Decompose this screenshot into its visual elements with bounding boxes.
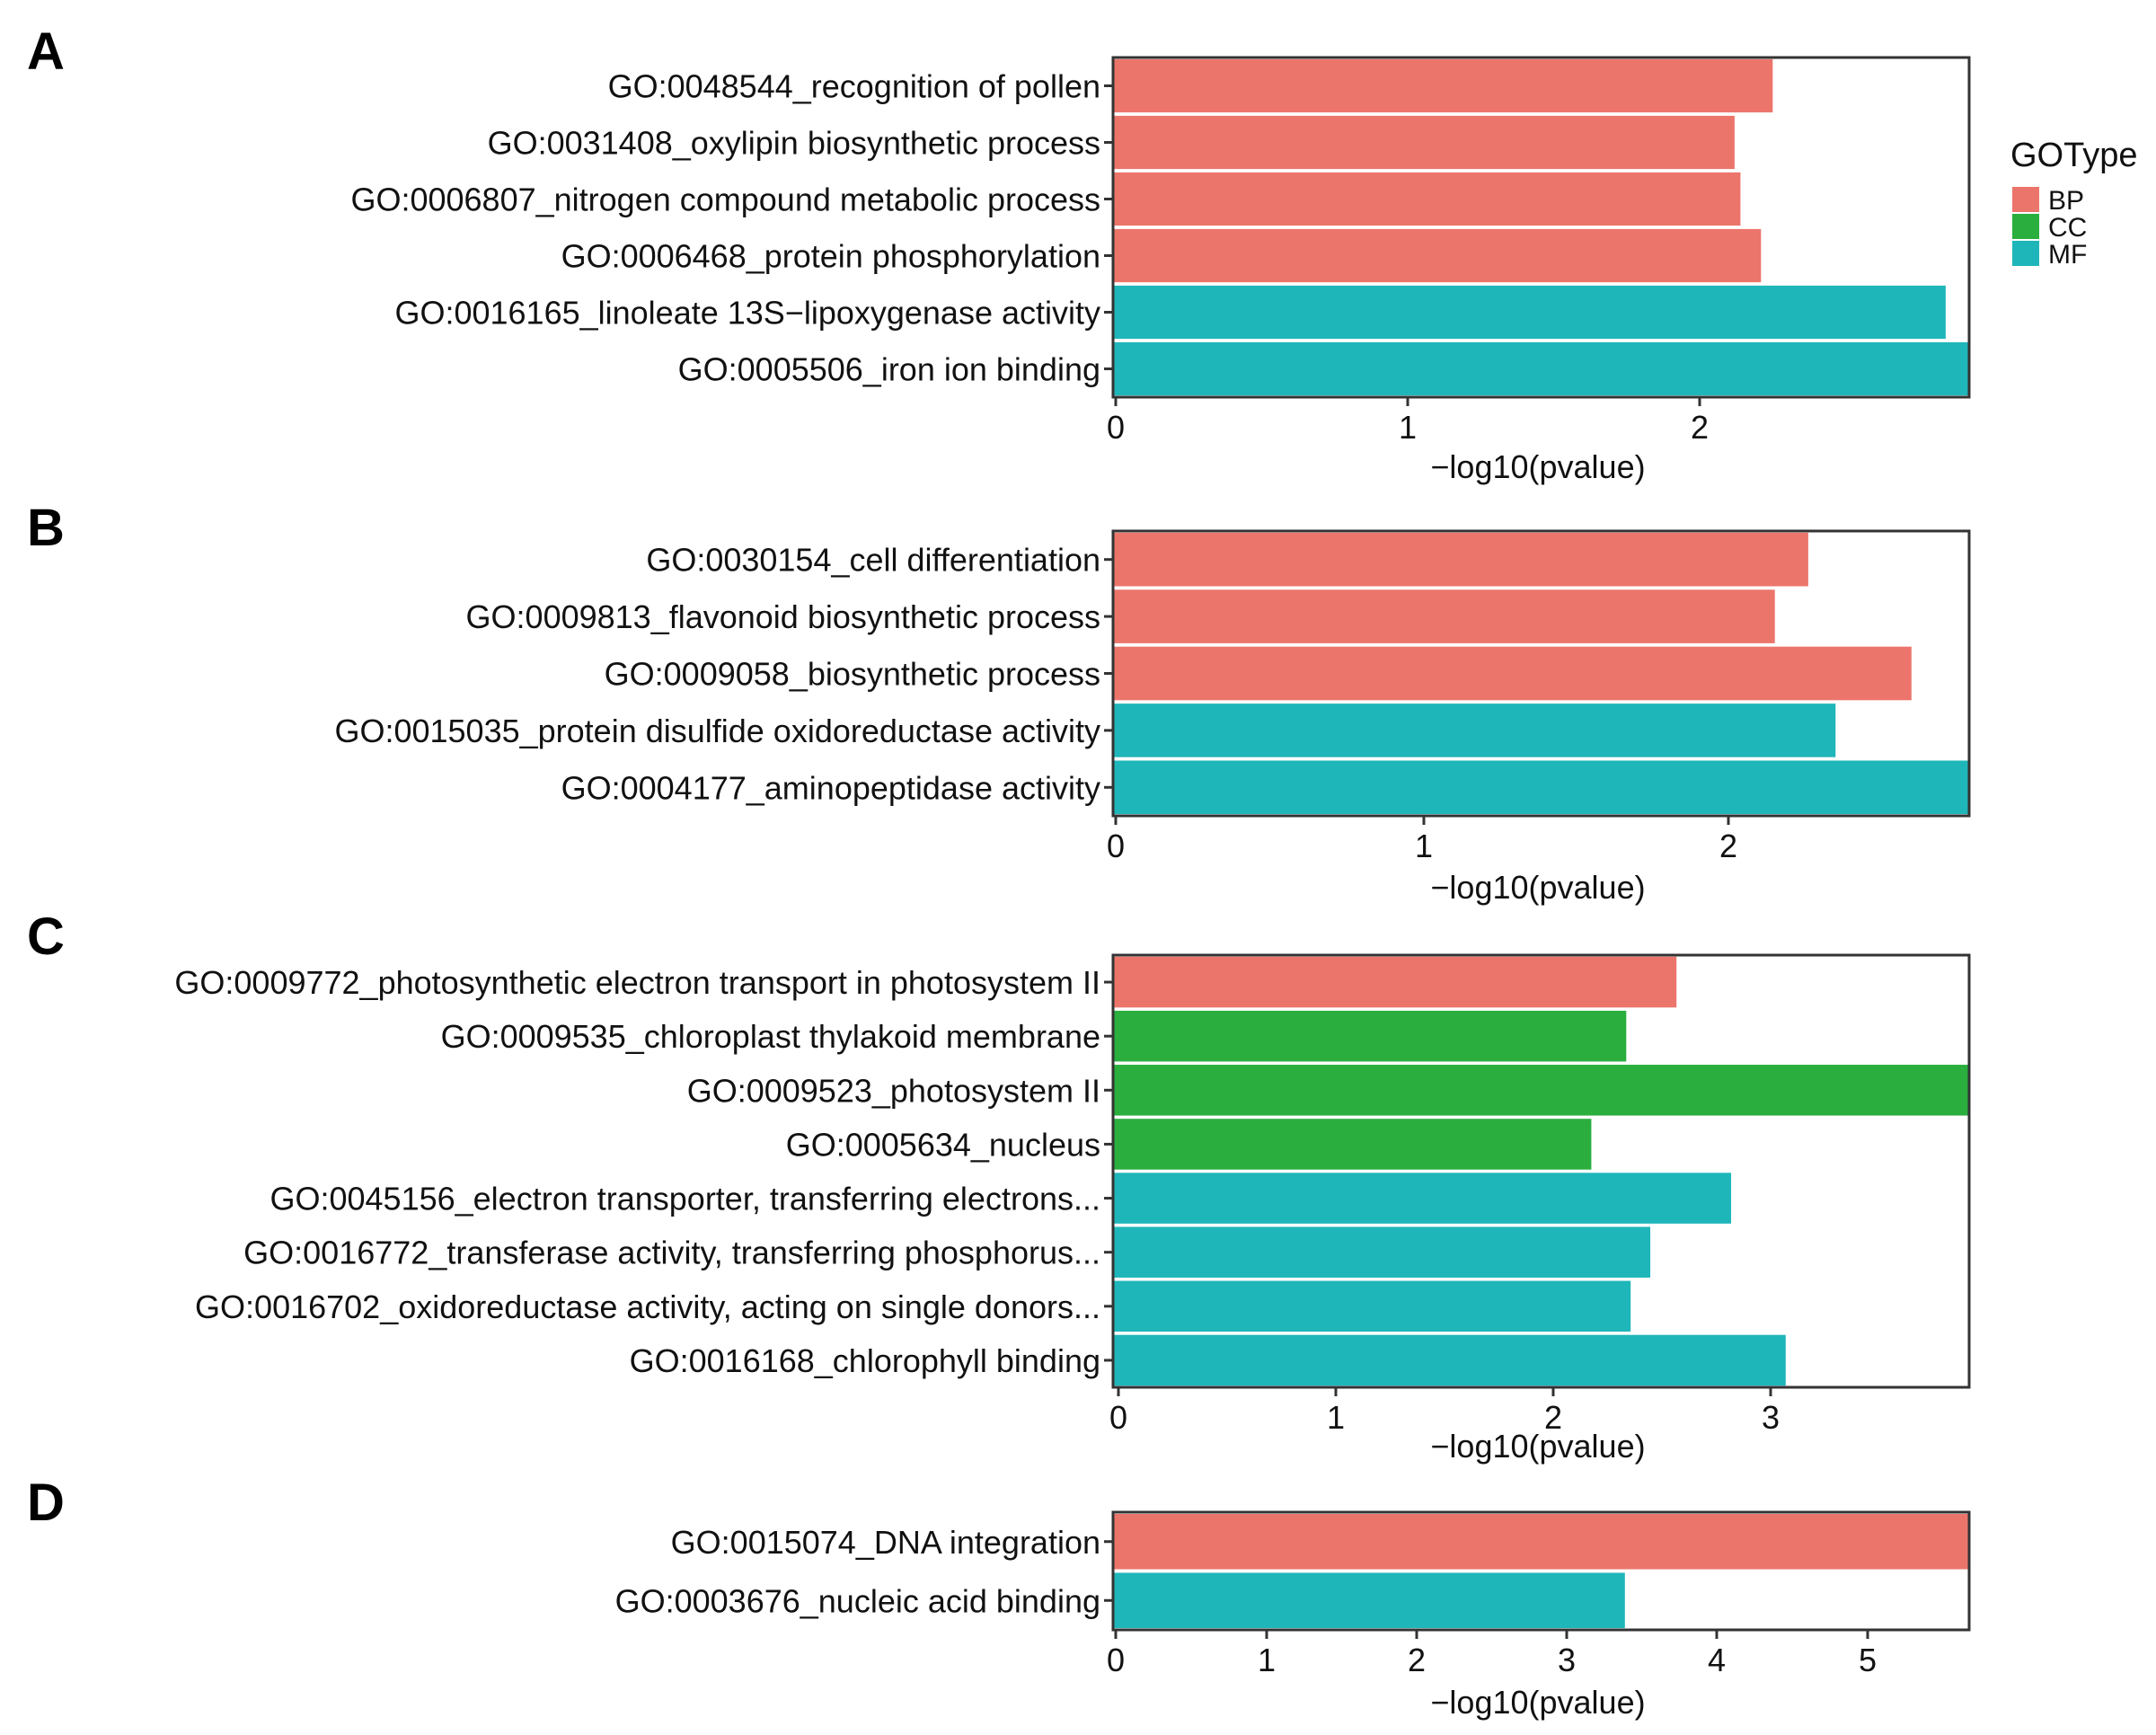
legend-swatch-bp	[2012, 187, 2039, 212]
x-tick-label: 0	[1107, 1642, 1125, 1678]
category-label: GO:0006468_protein phosphorylation	[561, 238, 1100, 275]
category-label: GO:0016168_chlorophyll binding	[630, 1342, 1100, 1379]
category-label: GO:0016702_oxidoreductase activity, acti…	[195, 1288, 1100, 1325]
bar	[1113, 1513, 1969, 1570]
legend-label-mf: MF	[2048, 240, 2087, 270]
panel-letter: A	[27, 22, 65, 81]
category-label: GO:0009813_flavonoid biosynthetic proces…	[466, 598, 1100, 635]
legend-swatch-cc	[2012, 214, 2039, 239]
category-label: GO:0016772_transferase activity, transfe…	[243, 1235, 1100, 1271]
legend-title: GOType	[2010, 137, 2138, 174]
x-tick-label: 0	[1107, 828, 1125, 864]
panel-d: D GO:0015074_DNA integration GO:0003676_nu…	[27, 1474, 1971, 1721]
bar	[1113, 760, 1969, 815]
x-tick-label: 5	[1859, 1642, 1877, 1678]
bar	[1113, 1010, 1627, 1062]
category-label: GO:0005506_iron ion binding	[678, 351, 1100, 388]
category-label: GO:0004177_aminopeptidase activity	[561, 769, 1100, 806]
bar	[1113, 115, 1735, 170]
bar	[1113, 1334, 1786, 1386]
legend-swatch-mf	[2012, 241, 2039, 266]
x-tick-label: 1	[1258, 1642, 1276, 1678]
bar	[1113, 285, 1946, 340]
bar	[1113, 1119, 1592, 1170]
category-label: GO:0045156_electron transporter, transfe…	[270, 1181, 1100, 1217]
category-label: GO:0003676_nucleic acid binding	[615, 1582, 1100, 1619]
panel-letter: B	[27, 499, 65, 557]
x-tick-label: 1	[1327, 1399, 1345, 1436]
x-tick-label: 2	[1691, 409, 1709, 446]
panel-letter: C	[27, 907, 65, 966]
x-tick-label: 3	[1558, 1642, 1576, 1678]
category-label: GO:0005634_nucleus	[786, 1126, 1100, 1163]
bar	[1113, 58, 1773, 113]
x-tick-label: 1	[1399, 409, 1417, 446]
category-label: GO:0031408_oxylipin biosynthetic process	[488, 125, 1100, 162]
category-label: GO:0015035_protein disulfide oxidoreduct…	[334, 713, 1100, 749]
bar	[1113, 1572, 1625, 1629]
bar	[1113, 956, 1677, 1008]
bar	[1113, 646, 1912, 701]
bar	[1113, 341, 1969, 396]
x-tick-label: 2	[1408, 1642, 1426, 1678]
bar	[1113, 1065, 1969, 1116]
x-tick-label: 1	[1415, 828, 1433, 864]
x-tick-label: 2	[1544, 1399, 1562, 1436]
category-label: GO:0009535_chloroplast thylakoid membran…	[441, 1018, 1100, 1055]
x-tick-label: 0	[1109, 1399, 1127, 1436]
bar	[1113, 1173, 1732, 1224]
chart-panels: A GO:0048544_recognition of pollen GO:0031…	[27, 22, 1971, 1721]
plot-frame	[1111, 1510, 1971, 1632]
bar	[1113, 228, 1762, 283]
bar	[1113, 172, 1741, 226]
category-label: GO:0015074_DNA integration	[671, 1524, 1100, 1561]
x-tick-label: 3	[1762, 1399, 1780, 1436]
x-tick-label: 0	[1107, 409, 1125, 446]
category-label: GO:0016165_linoleate 13S−lipoxygenase ac…	[394, 295, 1100, 332]
category-label: GO:0009058_biosynthetic process	[605, 656, 1100, 693]
bar	[1113, 1280, 1631, 1332]
panel-c: C GO:0009772_photosynthetic electron tran…	[27, 907, 1971, 1465]
bar	[1113, 532, 1808, 587]
panel-letter: D	[27, 1474, 65, 1532]
x-axis-title: −log10(pvalue)	[1430, 869, 1645, 906]
bar	[1113, 1226, 1651, 1278]
legend-label-cc: CC	[2048, 213, 2087, 243]
plot-frame	[1111, 529, 1971, 818]
category-label: GO:0006807_nitrogen compound metabolic p…	[350, 181, 1100, 218]
x-tick-label: 2	[1719, 828, 1737, 864]
plot-frame	[1111, 953, 1971, 1389]
panel-a: A GO:0048544_recognition of pollen GO:0031…	[27, 22, 1971, 485]
category-label: GO:0009772_photosynthetic electron trans…	[174, 964, 1100, 1001]
category-label: GO:0030154_cell differentiation	[646, 542, 1100, 579]
category-label: GO:0009523_photosystem II	[687, 1072, 1100, 1109]
x-axis-title: −log10(pvalue)	[1430, 1684, 1645, 1721]
x-axis-title: −log10(pvalue)	[1430, 448, 1645, 485]
plot-frame	[1111, 56, 1971, 399]
bar	[1113, 704, 1836, 757]
bar	[1113, 589, 1775, 643]
x-tick-label: 4	[1708, 1642, 1726, 1678]
legend-label-bp: BP	[2048, 186, 2084, 216]
x-axis-title: −log10(pvalue)	[1430, 1428, 1645, 1465]
category-label: GO:0048544_recognition of pollen	[608, 68, 1100, 105]
panel-b: B GO:0030154_cell differentiation GO:00098…	[27, 499, 1971, 906]
